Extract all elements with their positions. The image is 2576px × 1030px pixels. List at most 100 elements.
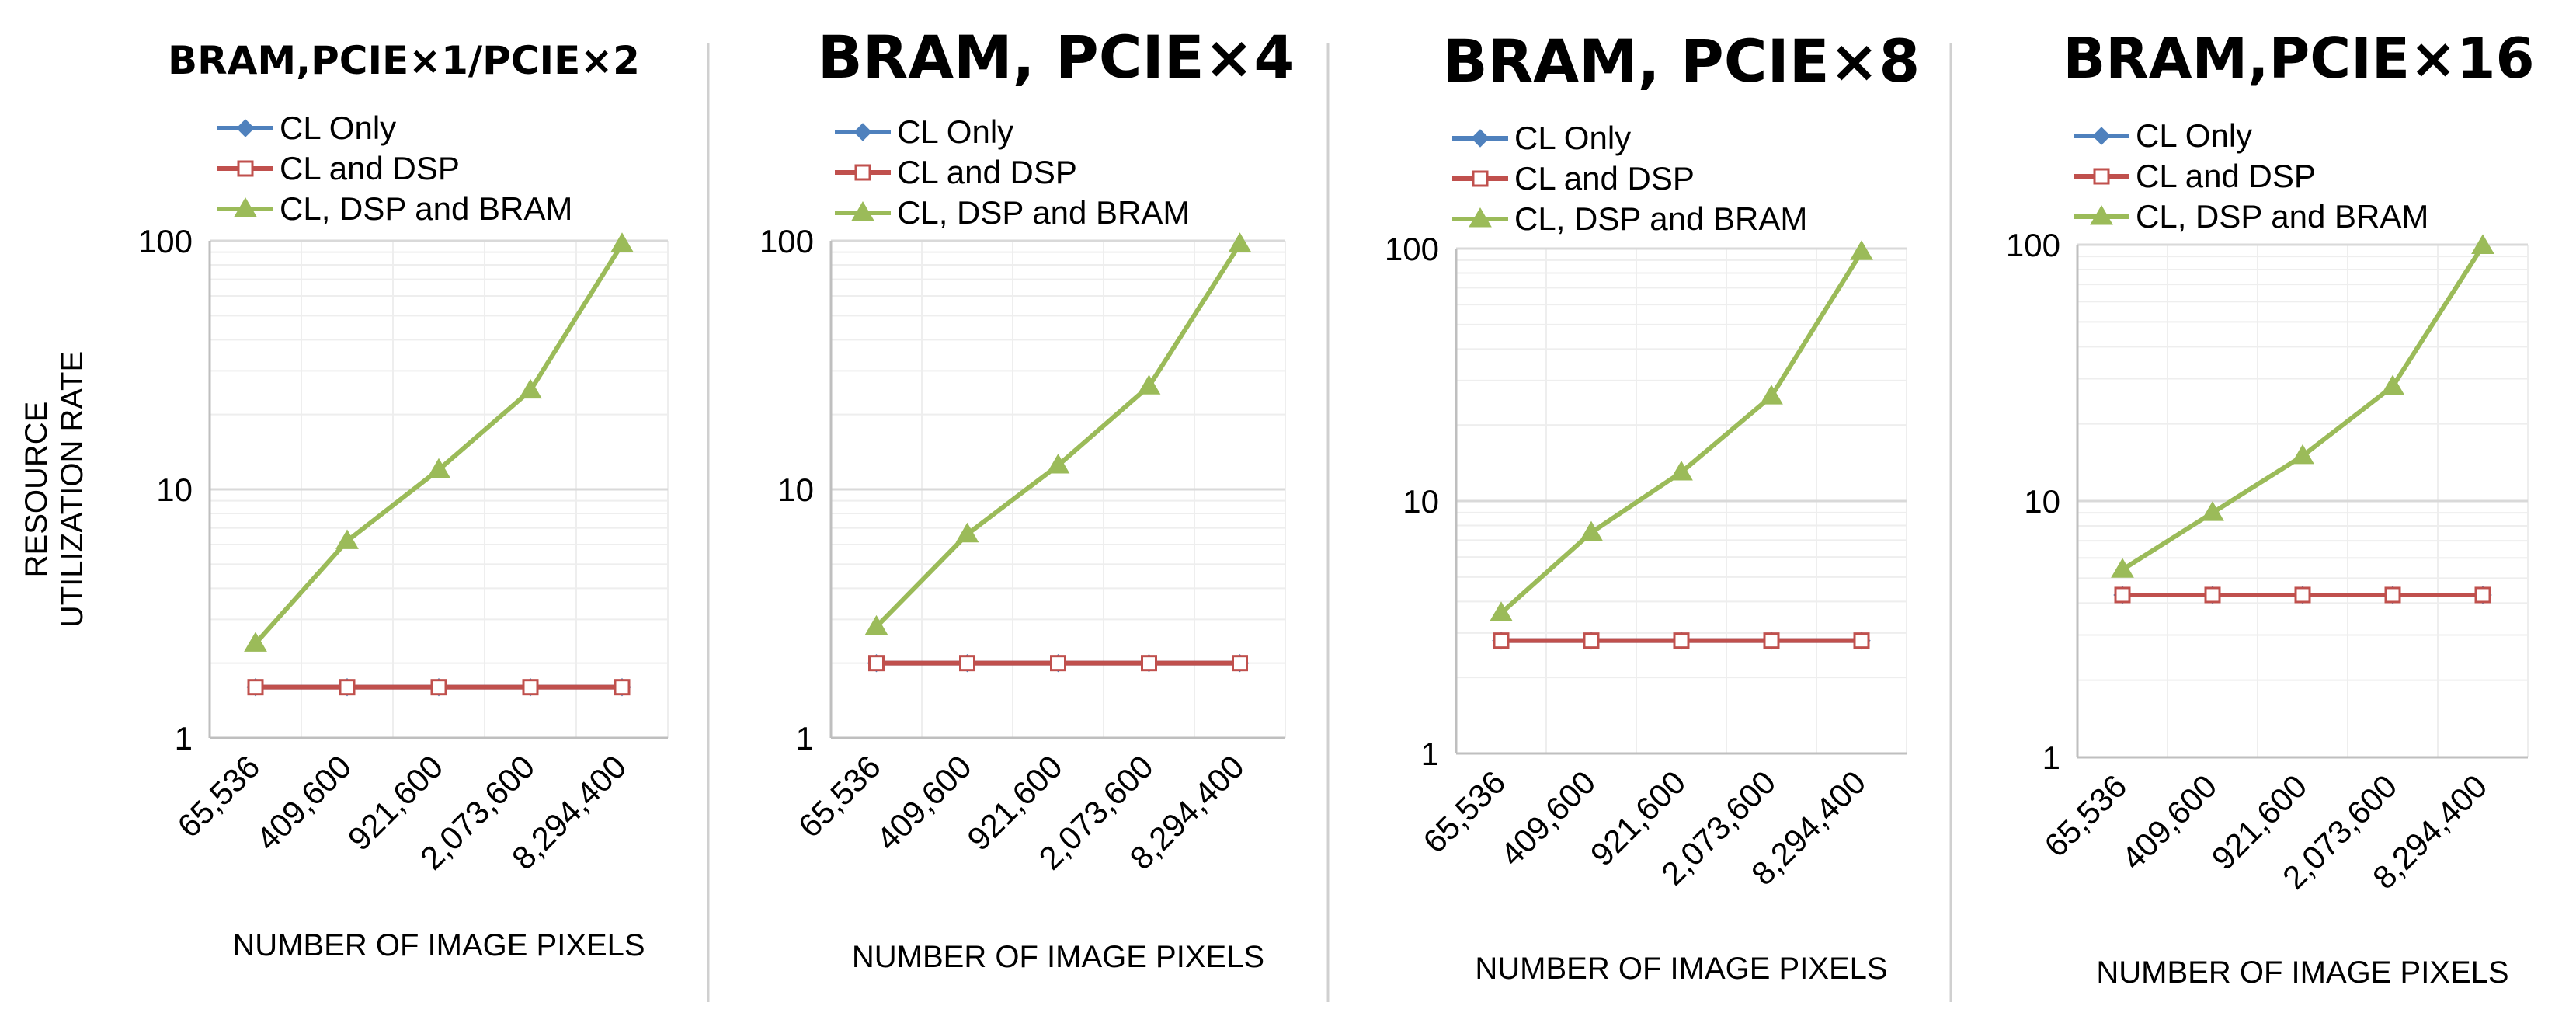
- legend-entry: CL Only: [835, 113, 1013, 150]
- y-tick-label: 10: [777, 472, 814, 508]
- legend-entry: CL Only: [2074, 117, 2252, 154]
- y-tick-label: 10: [156, 472, 193, 508]
- data-point: [427, 458, 450, 478]
- legend-label: CL and DSP: [280, 150, 460, 186]
- legend-marker: [2090, 205, 2113, 225]
- legend-marker: [1471, 129, 1490, 148]
- chart-panel-2: BRAM, PCIE×411010065,536409,600921,6002,…: [760, 23, 1295, 974]
- series-line: [1500, 250, 1864, 615]
- panel-dividers: [707, 43, 1952, 1002]
- legend-label: CL and DSP: [1514, 160, 1695, 197]
- legend-entry: CL and DSP: [2074, 158, 2316, 194]
- chart-panels: BRAM,PCIE×1/PCIE×211010065,536409,600921…: [19, 23, 2535, 990]
- data-point: [2381, 374, 2404, 395]
- legend-entry: CL, DSP and BRAM: [1452, 200, 1807, 237]
- data-point: [2111, 558, 2134, 578]
- legend-entry: CL Only: [217, 110, 396, 146]
- chart-legend: CL Only CL and DSP CL, DSP and BRAM: [835, 113, 1190, 231]
- x-axis-label: NUMBER OF IMAGE PIXELS: [2096, 955, 2508, 990]
- chart-panel-4: BRAM,PCIE×1611010065,536409,600921,6002,…: [2006, 26, 2535, 990]
- data-point: [247, 679, 264, 696]
- series-line: [2121, 244, 2485, 572]
- series-cl-dsp-and-bram: [1490, 240, 1873, 621]
- series-cl-and-dsp: [2114, 586, 2491, 604]
- legend-entry: CL, DSP and BRAM: [835, 194, 1190, 231]
- y-tick-label: 10: [1403, 483, 1439, 520]
- chart-title: BRAM, PCIE×8: [1443, 26, 1920, 96]
- chart-title: BRAM, PCIE×4: [818, 23, 1295, 92]
- data-point: [244, 632, 267, 652]
- chart-panel-3: BRAM, PCIE×811010065,536409,600921,6002,…: [1385, 26, 1920, 986]
- x-tick-label: 409,600: [869, 748, 979, 858]
- data-point: [864, 614, 888, 635]
- series-cl-dsp-and-bram: [864, 232, 1252, 635]
- legend-label: CL Only: [2136, 117, 2252, 154]
- legend-entry: CL and DSP: [217, 150, 460, 186]
- legend-label: CL, DSP and BRAM: [1514, 200, 1807, 237]
- data-point: [1673, 632, 1690, 649]
- data-point: [2474, 586, 2491, 604]
- y-tick-label: 1: [796, 720, 814, 757]
- legend-entry: CL, DSP and BRAM: [217, 190, 572, 227]
- legend-marker: [236, 119, 255, 137]
- data-point: [955, 522, 979, 543]
- legend-label: CL Only: [280, 110, 396, 146]
- y-axis-label-line: UTILIZATION RATE: [55, 351, 89, 628]
- data-point: [610, 232, 634, 252]
- legend-marker: [1469, 207, 1492, 228]
- chart-legend: CL Only CL and DSP CL, DSP and BRAM: [217, 110, 572, 227]
- data-point: [2201, 501, 2224, 521]
- plot-grid: [2077, 243, 2529, 757]
- legend-entry: CL and DSP: [1452, 160, 1695, 197]
- data-point: [1760, 385, 1783, 405]
- x-axis-label: NUMBER OF IMAGE PIXELS: [852, 940, 1264, 974]
- x-axis-label: NUMBER OF IMAGE PIXELS: [232, 928, 645, 962]
- data-point: [2294, 586, 2311, 604]
- data-point: [1141, 655, 1157, 672]
- series-cl-and-dsp: [868, 655, 1248, 672]
- y-tick-label: 100: [2006, 227, 2060, 263]
- plot-grid: [209, 239, 669, 738]
- chart-title: BRAM,PCIE×1/PCIE×2: [168, 38, 640, 83]
- legend-entry: CL and DSP: [835, 154, 1077, 190]
- data-point: [1232, 655, 1248, 672]
- legend-marker: [851, 201, 874, 221]
- data-point: [1490, 601, 1513, 621]
- legend-label: CL and DSP: [897, 154, 1077, 190]
- data-point: [1580, 520, 1603, 541]
- legend-entry: CL, DSP and BRAM: [2074, 198, 2428, 235]
- chart-panel-1: BRAM,PCIE×1/PCIE×211010065,536409,600921…: [19, 38, 669, 962]
- data-point: [1046, 453, 1070, 474]
- legend-marker: [853, 123, 872, 141]
- y-axis-label-line: RESOURCE: [19, 402, 54, 578]
- data-point: [1763, 632, 1780, 649]
- chart-legend: CL Only CL and DSP CL, DSP and BRAM: [2074, 117, 2428, 235]
- data-point: [430, 679, 447, 696]
- y-tick-label: 1: [2042, 739, 2060, 776]
- data-point: [1583, 632, 1600, 649]
- x-tick-label: 409,600: [1493, 764, 1603, 873]
- x-tick-label: 409,600: [249, 748, 359, 858]
- y-axis-label: RESOURCEUTILIZATION RATE: [19, 351, 89, 628]
- y-tick-label: 100: [1385, 231, 1439, 267]
- x-axis-label: NUMBER OF IMAGE PIXELS: [1475, 952, 1887, 986]
- data-point: [1050, 655, 1066, 672]
- series-line: [253, 242, 624, 645]
- data-point: [2114, 586, 2131, 604]
- legend-label: CL, DSP and BRAM: [2136, 198, 2428, 235]
- data-point: [339, 679, 356, 696]
- data-point: [519, 378, 542, 399]
- legend-marker: [237, 160, 254, 177]
- y-tick-label: 100: [138, 223, 193, 259]
- legend-marker: [854, 164, 871, 181]
- series-line: [874, 242, 1243, 629]
- data-point: [1853, 632, 1870, 649]
- legend-marker: [1472, 170, 1489, 187]
- plot-grid: [1455, 247, 1907, 753]
- legend-marker: [2092, 127, 2111, 145]
- legend-label: CL and DSP: [2136, 158, 2316, 194]
- data-point: [522, 679, 539, 696]
- series-cl-dsp-and-bram: [244, 232, 634, 652]
